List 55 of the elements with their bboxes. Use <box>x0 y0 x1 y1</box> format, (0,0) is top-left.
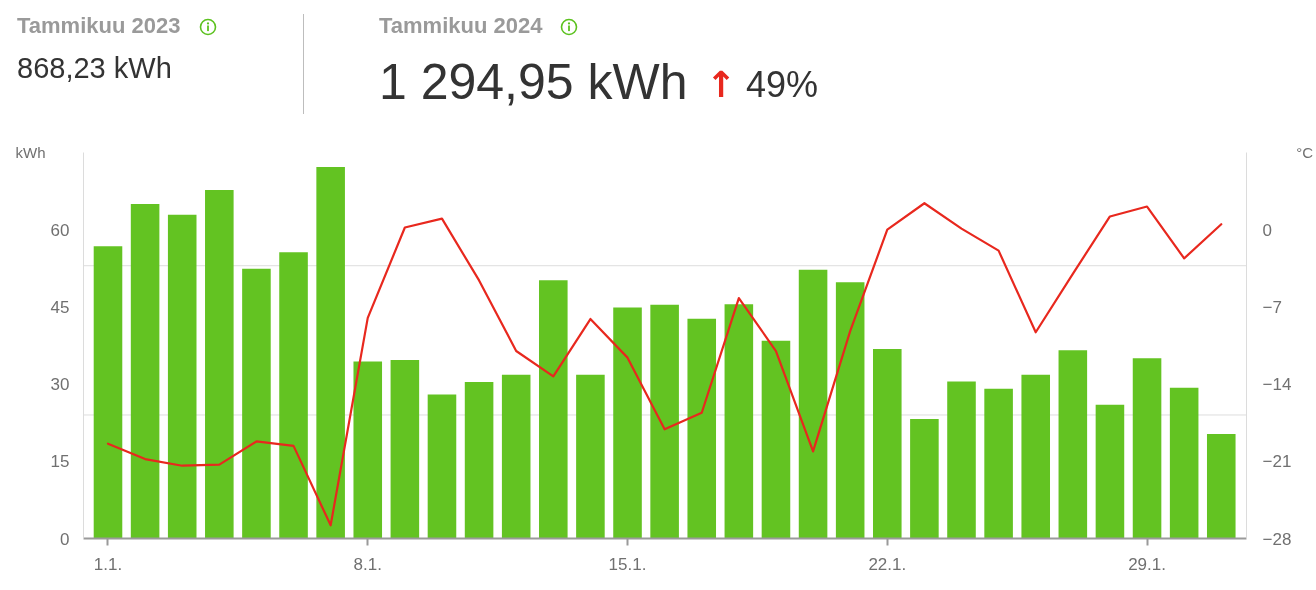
y-tick-label: 45 <box>50 297 70 317</box>
bar <box>1206 434 1236 539</box>
text: Tammikuu 2023 <box>17 13 181 38</box>
bar <box>316 166 345 539</box>
y2-tick-label: −7 <box>1262 297 1282 317</box>
text: Tammikuu 2024 <box>379 13 543 38</box>
bar <box>984 388 1013 539</box>
bar <box>167 214 197 539</box>
bar <box>613 307 642 539</box>
y2-tick-label: −21 <box>1262 452 1292 472</box>
y-tick-label: 0 <box>60 529 70 549</box>
x-tick-label: 1.1. <box>93 554 123 574</box>
text: 868,23 kWh <box>17 52 172 84</box>
bar <box>576 374 605 539</box>
bar <box>390 359 420 539</box>
bar <box>947 381 976 539</box>
bar <box>205 190 234 539</box>
text: 1 294,95 kWh <box>379 54 688 110</box>
y-tick-label: 15 <box>50 452 70 472</box>
bar <box>1132 358 1162 539</box>
bar <box>873 349 902 539</box>
bar <box>724 304 754 539</box>
bar <box>835 282 865 539</box>
bar <box>687 318 717 539</box>
x-tick-label: 29.1. <box>1128 554 1166 574</box>
bar <box>1058 350 1088 539</box>
bar <box>279 252 308 539</box>
x-tick-label: 22.1. <box>868 554 907 574</box>
bar <box>1169 387 1199 539</box>
bar <box>130 203 160 539</box>
bar <box>1095 404 1125 539</box>
y-tick-label: 60 <box>50 220 70 240</box>
bar <box>539 280 568 539</box>
bar <box>910 419 939 539</box>
y2-tick-label: −14 <box>1262 375 1292 395</box>
line-series <box>106 202 1223 527</box>
y2-tick-label: 0 <box>1262 220 1272 240</box>
y2-tick-label: −28 <box>1262 529 1292 549</box>
bar <box>93 246 123 539</box>
y2-axis-title: °C <box>1296 144 1314 161</box>
bar <box>427 394 457 539</box>
bar <box>761 340 791 539</box>
bar <box>650 304 679 539</box>
text: ↑ <box>706 64 737 105</box>
bar <box>464 382 494 539</box>
bar <box>798 269 828 539</box>
x-tick-label: 15.1. <box>608 554 647 574</box>
bar <box>1021 374 1051 539</box>
x-tick-label: 8.1. <box>353 554 382 574</box>
bar <box>242 268 271 539</box>
text: 49% <box>746 64 819 105</box>
bar <box>353 361 383 539</box>
bar <box>501 374 531 539</box>
y-axis-title: kWh <box>15 144 46 161</box>
y-tick-label: 30 <box>50 375 70 395</box>
